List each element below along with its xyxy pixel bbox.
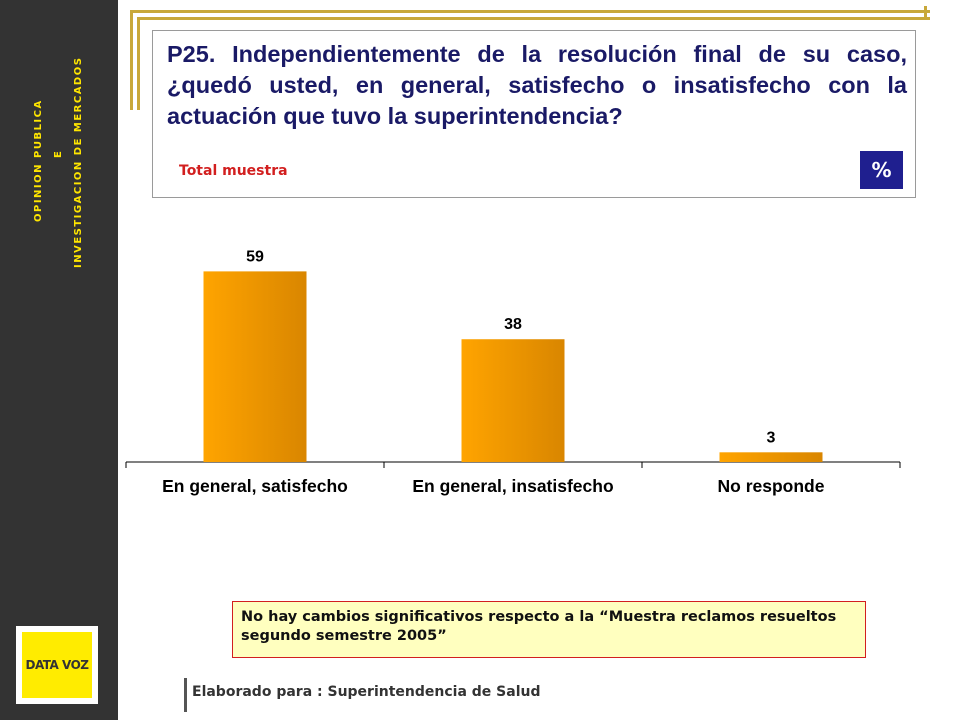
note-text: No hay cambios significativos respecto a…	[241, 609, 837, 644]
note-box: No hay cambios significativos respecto a…	[232, 601, 866, 658]
bar-value-label: 3	[767, 429, 776, 446]
bar-value-label: 38	[504, 316, 522, 333]
sidebar: OPINION PUBLICA E INVESTIGACION DE MERCA…	[0, 0, 118, 720]
category-label: En general, insatisfecho	[412, 476, 613, 496]
frame-line-left-outer	[130, 10, 133, 110]
question-text: P25. Independientemente de la resolución…	[167, 41, 907, 129]
sidebar-title-line3: INVESTIGACION DE MERCADOS	[73, 56, 84, 268]
logo-background: DATA VOZ	[22, 632, 92, 698]
bar	[203, 271, 307, 462]
category-label: En general, satisfecho	[162, 476, 348, 496]
logo-text: DATA VOZ	[25, 658, 89, 672]
bar	[719, 452, 823, 462]
bar-value-label: 59	[246, 248, 264, 265]
category-label: No responde	[718, 476, 825, 496]
footer-text: Elaborado para : Superintendencia de Sal…	[192, 684, 541, 700]
footer-divider	[184, 678, 187, 712]
sidebar-title-line2: E	[53, 149, 64, 158]
question-box: P25. Independientemente de la resolución…	[152, 30, 916, 198]
frame-line-top-inner	[137, 17, 930, 20]
frame-line-left-inner	[137, 17, 140, 110]
sample-label: Total muestra	[179, 163, 288, 179]
frame-line-end	[924, 6, 927, 18]
bar	[461, 339, 565, 462]
frame-line-top-outer	[130, 10, 930, 13]
datavoz-logo: DATA VOZ	[16, 626, 98, 704]
sidebar-title-line1: OPINION PUBLICA	[33, 99, 44, 222]
bar-chart: 59 En general, satisfecho 38 En general, in…	[125, 248, 901, 496]
percent-badge: %	[860, 151, 903, 189]
